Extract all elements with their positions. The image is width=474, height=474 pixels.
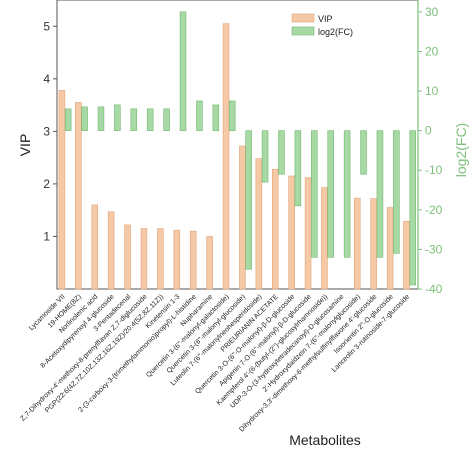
- vip-bar: [321, 187, 328, 290]
- y-left-tick-label: 3: [43, 124, 50, 138]
- log2fc-bar: [81, 106, 88, 131]
- vip-bar: [354, 197, 361, 290]
- vip-bar: [239, 145, 246, 290]
- legend: VIP log2(FC): [291, 13, 353, 37]
- y-left-tick-label: 2: [43, 177, 50, 191]
- x-axis-title: Metabolites: [289, 432, 361, 448]
- y-right-tick-label: 30: [425, 5, 439, 19]
- vip-bar: [403, 220, 410, 290]
- vip-bar: [304, 177, 312, 290]
- vip-bar: [173, 229, 181, 290]
- y-axis-right-title: log2(FC): [453, 123, 469, 177]
- legend-label: VIP: [318, 14, 333, 24]
- y-right-tick-label: 10: [425, 84, 439, 98]
- y-right-tick-label: -20: [425, 203, 443, 217]
- vip-bar: [107, 211, 115, 290]
- log2fc-bar: [294, 130, 302, 207]
- log2fc-bar: [376, 130, 384, 258]
- log2fc-bar: [130, 108, 138, 131]
- y-right-tick-label: 0: [425, 124, 432, 138]
- log2fc-bar: [327, 130, 334, 258]
- y-right-tick-label: -30: [425, 242, 443, 256]
- log2fc-bar: [360, 130, 367, 175]
- log2fc-bar: [245, 130, 252, 270]
- log2fc-bar: [409, 130, 417, 286]
- log2fc-bar: [97, 106, 105, 131]
- log2fc-bar: [196, 100, 203, 131]
- y-axis-left-title: VIP: [17, 134, 33, 157]
- vip-bar: [288, 175, 295, 290]
- log2fc-bar: [343, 130, 351, 258]
- log2fc-bar: [261, 130, 269, 183]
- vip-bar: [140, 228, 148, 290]
- vip-bar: [91, 204, 99, 290]
- vip-bar: [189, 230, 197, 290]
- vip-bar: [58, 90, 66, 290]
- axes: 1 2 3 4 5 -40 -30 -20 -10 0 10 20 30: [43, 0, 443, 296]
- legend-label: log2(FC): [318, 27, 353, 37]
- log2fc-bar: [212, 104, 220, 131]
- log2fc-bar: [278, 130, 285, 175]
- vip-bar: [222, 23, 230, 290]
- vip-bar: [124, 224, 131, 290]
- vip-bar: [271, 168, 279, 290]
- vip-bar: [370, 198, 377, 290]
- vip-bar: [255, 158, 263, 290]
- y-left-tick-label: 5: [43, 19, 50, 33]
- log2fc-bar: [64, 108, 72, 131]
- y-right-tick-label: 20: [425, 44, 439, 58]
- vip-bar: [75, 102, 82, 290]
- y-left-tick-label: 1: [43, 229, 50, 243]
- log2fc-bar: [311, 130, 318, 258]
- log2fc-bar: [114, 104, 121, 131]
- log2fc-bar: [229, 100, 236, 131]
- vip-bar: [386, 207, 394, 290]
- y-left-tick-label: 4: [43, 72, 50, 86]
- legend-swatch: [291, 13, 315, 23]
- bars: [58, 11, 417, 290]
- log2fc-bar: [179, 11, 187, 131]
- vip-bar: [206, 236, 213, 290]
- y-right-tick-label: -10: [425, 163, 443, 177]
- legend-swatch: [291, 26, 315, 36]
- log2fc-bar: [393, 130, 400, 254]
- vip-bar: [157, 228, 164, 290]
- log2fc-bar: [163, 108, 170, 131]
- log2fc-bar: [146, 108, 154, 131]
- y-right-tick-label: -40: [425, 282, 443, 296]
